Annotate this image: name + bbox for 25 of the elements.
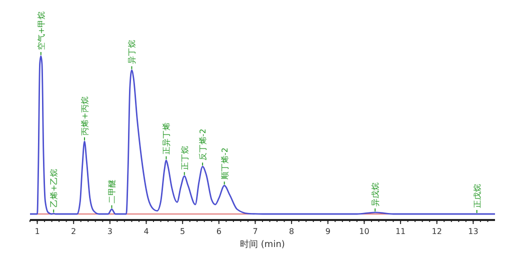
x-tick-label: 9 bbox=[325, 227, 330, 236]
x-tick-label: 2 bbox=[71, 227, 76, 236]
annotation: 丙烯+丙烷 bbox=[80, 96, 90, 136]
annotation: 异丁烷 bbox=[128, 40, 137, 64]
annotation: 正异丁烯 bbox=[162, 122, 172, 154]
annotation: 二甲醚 bbox=[108, 179, 117, 204]
annotation: 顺丁烯-2 bbox=[220, 148, 230, 180]
x-tick-label: 6 bbox=[216, 227, 222, 236]
x-tick-label: 13 bbox=[468, 227, 478, 236]
x-tick-label: 10 bbox=[359, 227, 370, 236]
annotation: 空气+甲烷 bbox=[36, 11, 46, 50]
x-tick-label: 7 bbox=[252, 227, 258, 236]
annotation: 正丁烷 bbox=[180, 146, 190, 170]
x-tick-label: 4 bbox=[144, 227, 149, 236]
x-tick-label: 11 bbox=[395, 227, 406, 236]
x-tick-label: 5 bbox=[180, 227, 186, 236]
x-tick-label: 3 bbox=[107, 227, 112, 236]
x-tick-label: 1 bbox=[34, 227, 40, 236]
x-axis-title: 时间 (min) bbox=[240, 239, 285, 250]
annotation: 正戊烷 bbox=[472, 184, 482, 208]
annotation: 反丁烯-2 bbox=[198, 128, 208, 161]
annotation: 乙烯+乙烷 bbox=[50, 168, 59, 208]
annotation: 异戊烷 bbox=[371, 182, 380, 206]
x-tick-label: 12 bbox=[432, 227, 442, 236]
x-tick-label: 8 bbox=[289, 227, 294, 236]
